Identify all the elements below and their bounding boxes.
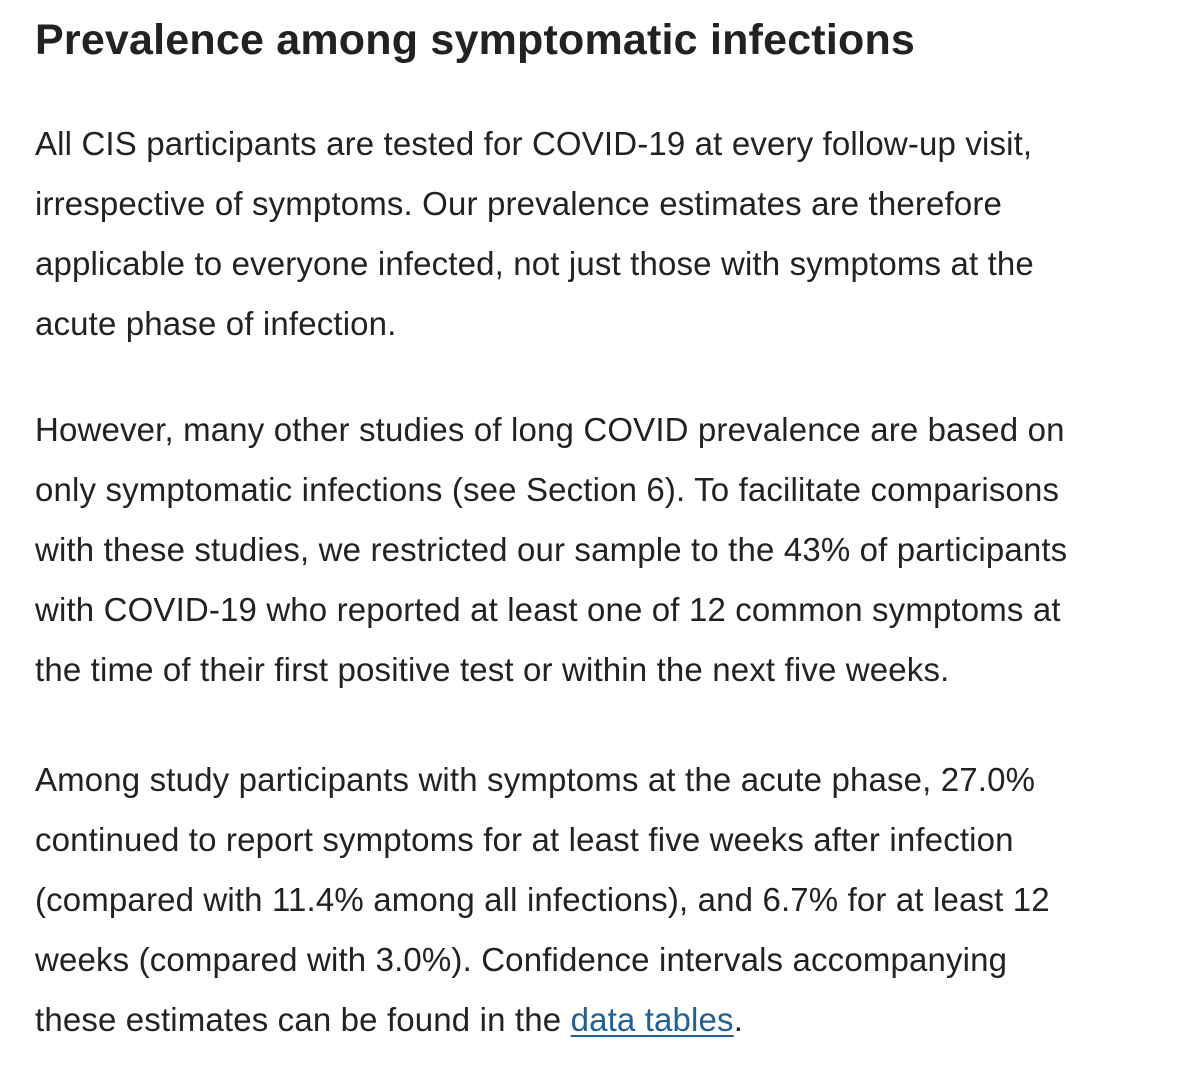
paragraph-line: continued to report symptoms for at leas… [35, 821, 1014, 858]
paragraph-line: weeks (compared with 3.0%). Confidence i… [35, 941, 1008, 978]
paragraph-line: only symptomatic infections (see Section… [35, 471, 1060, 508]
text-after-link: . [733, 1001, 744, 1038]
paragraph-line: acute phase of infection. [35, 305, 397, 342]
article-section: Prevalence among symptomatic infections … [35, 0, 1185, 1050]
paragraph-line: However, many other studies of long COVI… [35, 411, 1065, 448]
paragraph-line: Among study participants with symptoms a… [35, 761, 1036, 798]
paragraph-line: applicable to everyone infected, not jus… [35, 245, 1034, 282]
paragraph-line: All CIS participants are tested for COVI… [35, 125, 1033, 162]
paragraph-line: with these studies, we restricted our sa… [35, 531, 1068, 568]
paragraph-symptomatic-results: Among study participants with symptoms a… [35, 750, 1185, 1050]
paragraph-line-with-link: these estimates can be found in the data… [35, 990, 1185, 1050]
paragraph-line: the time of their first positive test or… [35, 651, 950, 688]
paragraph-line: irrespective of symptoms. Our prevalence… [35, 185, 1002, 222]
paragraph-line: (compared with 11.4% among all infection… [35, 881, 1050, 918]
section-heading: Prevalence among symptomatic infections [35, 16, 916, 64]
text-before-link: these estimates can be found in the [35, 1001, 571, 1038]
paragraph-line: with COVID-19 who reported at least one … [35, 591, 1061, 628]
paragraph-symptomatic-comparison: However, many other studies of long COVI… [35, 400, 1185, 700]
paragraph-testing-all-participants: All CIS participants are tested for COVI… [35, 114, 1185, 354]
data-tables-link[interactable]: data tables [570, 1001, 734, 1038]
